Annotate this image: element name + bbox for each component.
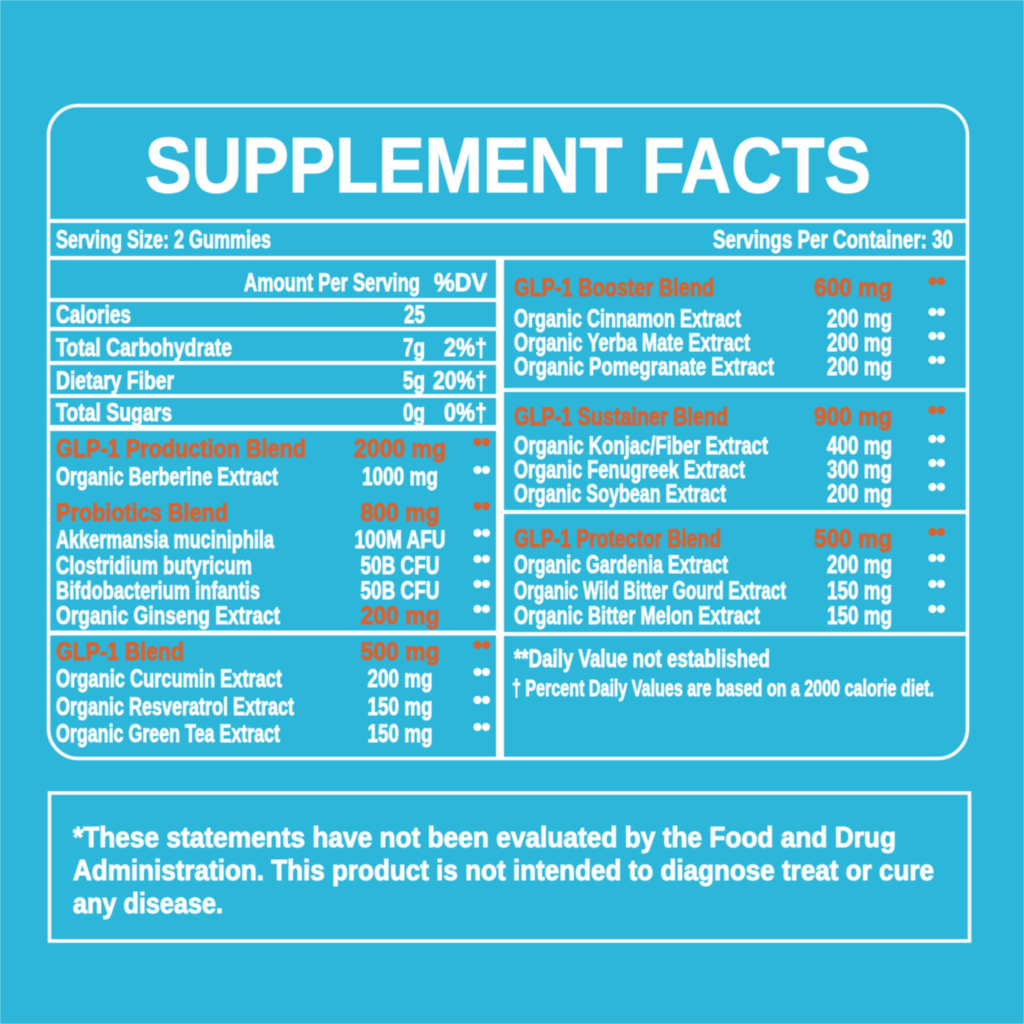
svg-text:GLP-1 Production Blend: GLP-1 Production Blend <box>56 435 306 463</box>
svg-text:300 mg: 300 mg <box>827 456 892 484</box>
svg-text:200 mg: 200 mg <box>361 602 440 630</box>
svg-text:%DV: %DV <box>434 269 487 297</box>
svg-text:Total Sugars: Total Sugars <box>56 399 172 427</box>
svg-text:900 mg: 900 mg <box>814 403 892 431</box>
svg-text:50B CFU: 50B CFU <box>361 577 440 605</box>
svg-text:500 mg: 500 mg <box>814 525 892 553</box>
svg-text:Serving Size: 2 Gummies: Serving Size: 2 Gummies <box>56 226 271 254</box>
svg-text:100M AFU: 100M AFU <box>355 526 446 554</box>
svg-text:0%†: 0%† <box>444 399 487 427</box>
svg-text:1000 mg: 1000 mg <box>362 463 438 491</box>
svg-text:200 mg: 200 mg <box>827 329 892 357</box>
svg-text:200 mg: 200 mg <box>368 665 433 693</box>
svg-text:20%†: 20%† <box>433 367 487 395</box>
svg-text:Probiotics Blend: Probiotics Blend <box>56 499 228 527</box>
svg-text:Organic Ginseng Extract: Organic Ginseng Extract <box>56 602 281 630</box>
svg-text:500 mg: 500 mg <box>361 638 440 666</box>
svg-text:200 mg: 200 mg <box>827 305 892 333</box>
svg-text:Organic Berberine Extract: Organic Berberine Extract <box>56 463 278 491</box>
svg-text:200 mg: 200 mg <box>827 480 892 508</box>
svg-text:Organic Wild Bitter Gourd Extr: Organic Wild Bitter Gourd Extract <box>514 577 786 605</box>
svg-text:Organic Gardenia Extract: Organic Gardenia Extract <box>514 551 728 579</box>
svg-text:7g: 7g <box>403 334 425 362</box>
svg-text:Organic Cinnamon Extract: Organic Cinnamon Extract <box>514 305 741 333</box>
svg-text:150 mg: 150 mg <box>827 577 892 605</box>
svg-text:Organic Soybean Extract: Organic Soybean Extract <box>514 480 726 508</box>
svg-text:Total Carbohydrate: Total Carbohydrate <box>56 334 232 362</box>
svg-text:25: 25 <box>404 301 425 329</box>
svg-text:Amount Per Serving: Amount Per Serving <box>244 269 420 297</box>
svg-text:Organic Curcumin Extract: Organic Curcumin Extract <box>56 665 282 693</box>
svg-text:Organic Green Tea Extract: Organic Green Tea Extract <box>56 720 280 748</box>
svg-text:Organic Konjac/Fiber Extract: Organic Konjac/Fiber Extract <box>514 432 768 460</box>
svg-text:150 mg: 150 mg <box>368 720 433 748</box>
svg-text:SUPPLEMENT FACTS: SUPPLEMENT FACTS <box>145 121 871 209</box>
svg-text:150 mg: 150 mg <box>827 602 892 630</box>
svg-text:5g: 5g <box>403 367 425 395</box>
svg-text:Dietary Fiber: Dietary Fiber <box>56 367 174 395</box>
svg-text:Akkermansia muciniphila: Akkermansia muciniphila <box>56 526 275 554</box>
svg-text:800 mg: 800 mg <box>361 499 440 527</box>
svg-text:Organic Resveratrol Extract: Organic Resveratrol Extract <box>56 693 294 721</box>
svg-text:2%†: 2%† <box>444 334 487 362</box>
svg-text:50B CFU: 50B CFU <box>361 552 440 580</box>
svg-text:200 mg: 200 mg <box>827 551 892 579</box>
svg-text:**Daily Value not established: **Daily Value not established <box>514 645 770 673</box>
svg-text:GLP-1 Protector Blend: GLP-1 Protector Blend <box>514 525 721 553</box>
svg-text:Organic Pomegranate Extract: Organic Pomegranate Extract <box>514 353 774 381</box>
svg-text:GLP-1 Booster Blend: GLP-1 Booster Blend <box>514 274 714 302</box>
svg-text:*These statements have not bee: *These statements have not been evaluate… <box>73 822 896 854</box>
svg-text:Servings Per Container: 30: Servings Per Container: 30 <box>713 226 953 254</box>
svg-text:Organic Yerba Mate Extract: Organic Yerba Mate Extract <box>514 329 750 357</box>
svg-text:400 mg: 400 mg <box>827 432 892 460</box>
svg-text:0g: 0g <box>403 399 425 427</box>
svg-text:Organic Fenugreek Extract: Organic Fenugreek Extract <box>514 456 745 484</box>
svg-text:Clostridium butyricum: Clostridium butyricum <box>56 552 252 580</box>
svg-text:any disease.: any disease. <box>73 888 223 920</box>
svg-text:GLP-1 Sustainer Blend: GLP-1 Sustainer Blend <box>514 403 728 431</box>
svg-text:Administration. This product i: Administration. This product is not inte… <box>73 855 934 887</box>
svg-text:Calories: Calories <box>56 301 131 329</box>
svg-text:600 mg: 600 mg <box>814 274 892 302</box>
svg-text:GLP-1 Blend: GLP-1 Blend <box>56 638 184 666</box>
svg-text:Bifdobacterium infantis: Bifdobacterium infantis <box>56 577 260 605</box>
svg-text:Organic Bitter Melon Extract: Organic Bitter Melon Extract <box>514 602 760 630</box>
svg-text:2000 mg: 2000 mg <box>354 435 446 463</box>
svg-text:200 mg: 200 mg <box>827 353 892 381</box>
svg-text:† Percent Daily Values are bas: † Percent Daily Values are based on a 20… <box>512 675 934 701</box>
svg-text:150 mg: 150 mg <box>368 693 433 721</box>
